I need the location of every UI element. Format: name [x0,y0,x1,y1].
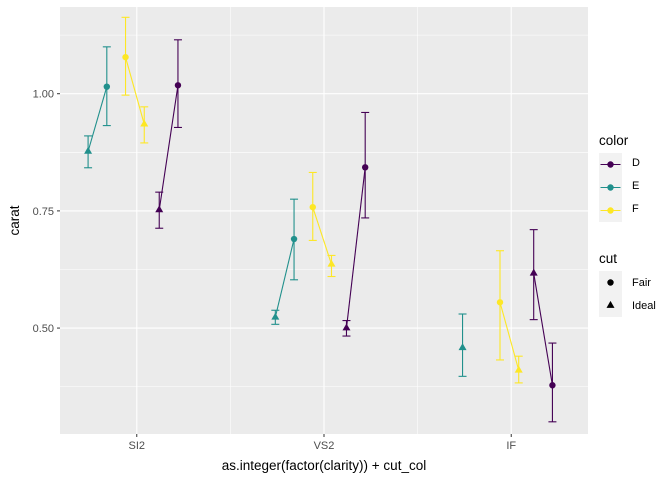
series-line [158,85,179,211]
point-ideal [327,259,336,267]
legend-cut-label-fair: Fair [632,277,651,289]
series-line [533,273,553,386]
x-tick-label: IF [506,440,516,452]
series-e [458,313,467,377]
point-ideal [271,312,280,320]
legend-color-label-d: D [632,157,640,169]
legend-key-triangle [606,300,615,308]
x-axis-title: as.integer(factor(clarity)) + cut_col [222,458,426,473]
y-axis-title: carat [7,205,22,235]
series-line [499,302,520,371]
series-d [342,111,370,337]
legend-key-point [607,161,614,168]
series-line [125,57,145,125]
legend-key-e [599,176,622,199]
point-ideal [342,323,351,331]
point-fair [361,164,369,171]
point-fair [122,53,129,61]
series-e [84,46,111,169]
series-f [308,171,336,278]
series-line [87,86,108,152]
series-f [496,250,523,384]
point-fair [290,235,298,243]
x-tick-label: VS2 [314,440,335,452]
point-ideal [514,365,523,373]
point-fair [496,299,504,306]
y-tick-label: 0.50 [33,323,54,335]
series-line [345,167,366,329]
point-ideal [458,343,467,351]
y-axis: 0.50 0.75 1.00 [33,89,60,335]
legend-key-circle [607,279,614,286]
point-fair [549,382,556,389]
point-fair [103,83,111,90]
y-tick-label: 1.00 [33,89,54,101]
legend-cut-title: cut [599,251,617,266]
legend-cut-label-ideal: Ideal [632,300,656,312]
x-axis: SI2 VS2 IF [129,434,516,452]
legend-cut-keys [599,271,622,317]
point-ideal [155,205,164,213]
legend-key-ideal [599,294,622,317]
legend-key-point [607,207,614,214]
series-e [271,198,299,325]
legend-key-point [607,184,614,191]
legend-color-keys [599,153,622,222]
legend-key-d [599,153,622,176]
point-ideal [140,119,149,127]
series-line [312,206,333,265]
legend-key-f [599,199,622,222]
series-d [155,39,182,229]
point-fair [174,82,182,89]
legend: color D E F cut Fair Ideal [599,133,656,317]
legend-color-label-f: F [632,203,639,215]
x-tick-label: SI2 [129,440,146,452]
series-layer [84,16,557,423]
point-ideal [84,146,93,154]
legend-color-title: color [599,133,629,148]
point-ideal [529,268,538,276]
point-fair [309,203,316,211]
y-tick-label: 0.75 [33,206,54,218]
series-d [529,229,557,423]
series-f [121,16,149,144]
series-line [274,238,295,318]
legend-key-fair [599,271,622,294]
legend-color-label-e: E [632,180,639,192]
